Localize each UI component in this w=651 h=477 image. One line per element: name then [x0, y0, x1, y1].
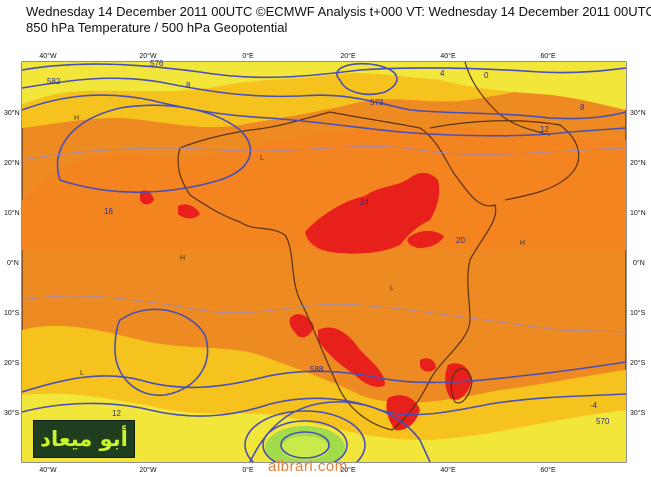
- hot-zone-sahel: [305, 172, 440, 254]
- hot-zone-horn: [407, 230, 444, 248]
- lat-label-right: 20°S: [630, 359, 646, 367]
- contour-label-570: 570: [596, 417, 610, 426]
- hot-zone-guinea: [178, 204, 200, 219]
- lat-label-right: 20°N: [630, 159, 646, 167]
- hot-zone-kalahari: [318, 327, 385, 387]
- lat-label-left: 10°S: [4, 309, 20, 317]
- contour-label-12-south: 12: [112, 409, 121, 418]
- contour-label-8: 8: [186, 81, 191, 90]
- lat-label-left: 10°N: [4, 209, 20, 217]
- contour-label-12: 12: [540, 125, 549, 134]
- logo-badge: أبو ميعاد: [33, 420, 135, 458]
- lon-label-top: 0°E: [242, 52, 254, 60]
- low-marker: L: [260, 155, 264, 162]
- pressure-markers: H L H L H L: [74, 115, 525, 377]
- low-marker: L: [390, 285, 394, 292]
- pale-band-south: [22, 393, 626, 462]
- high-marker: H: [74, 115, 79, 122]
- lat-label-right: 30°N: [630, 109, 646, 117]
- contour-labels: 576 582 4 8 12 16 20 24 573 0 570 588 -4…: [47, 59, 610, 426]
- contour-label-20: 20: [456, 236, 465, 245]
- lat-label-right: 30°S: [630, 409, 646, 417]
- lon-label-top: 20°E: [340, 52, 356, 60]
- contour-label-8-east: 8: [580, 103, 585, 112]
- contour-label-588: 588: [310, 365, 324, 374]
- contour-label-576: 576: [150, 59, 164, 68]
- lat-label-right: 0°N: [633, 259, 645, 267]
- pale-cold-pool: [281, 436, 329, 460]
- lon-label-top: 20°W: [139, 52, 157, 60]
- lon-label-top: 40°E: [440, 52, 456, 60]
- isotherms: [22, 146, 626, 333]
- longitude-labels: 40°W 20°W 0°E 20°E 40°E 60°E 40°W 20°W 0…: [39, 52, 556, 474]
- site-watermark: albrari.com: [268, 458, 348, 475]
- pale-band-north-2: [430, 62, 626, 110]
- lon-label-bottom: 40°W: [39, 466, 57, 474]
- lon-label-bottom: 20°E: [340, 466, 356, 474]
- chart-title: Wednesday 14 December 2011 00UTC ©ECMWF …: [26, 4, 651, 19]
- contour-label-24: 24: [360, 198, 369, 207]
- lat-label-right: 10°S: [630, 309, 646, 317]
- lon-label-top: 60°E: [540, 52, 556, 60]
- contour-label-16: 16: [104, 207, 113, 216]
- hot-zone-west: [140, 190, 154, 205]
- low-marker: L: [80, 370, 84, 377]
- contour-label-573: 573: [370, 98, 384, 107]
- lon-label-bottom: 0°E: [242, 466, 254, 474]
- lon-label-bottom: 40°E: [440, 466, 456, 474]
- coastlines: [177, 62, 580, 431]
- high-marker: H: [520, 240, 525, 247]
- lon-label-bottom: 60°E: [540, 466, 556, 474]
- contour-label-582: 582: [47, 77, 61, 86]
- lat-label-left: 30°S: [4, 409, 20, 417]
- chart-subtitle: 850 hPa Temperature / 500 hPa Geopotenti…: [26, 20, 288, 35]
- logo-text: أبو ميعاد: [40, 427, 128, 451]
- lon-label-top: 40°W: [39, 52, 57, 60]
- geopotential-contours: [22, 62, 626, 462]
- lat-label-left: 20°N: [4, 159, 20, 167]
- contour-label-0: 0: [484, 71, 489, 80]
- hot-zone-mozambique: [420, 358, 436, 372]
- latitude-labels: 30°N 20°N 10°N 0°N 10°S 20°S 30°S 30°N 2…: [4, 109, 646, 417]
- lon-label-bottom: 20°W: [139, 466, 157, 474]
- hot-zone-south-africa: [386, 395, 420, 431]
- contour-label-4: 4: [440, 69, 445, 78]
- high-marker: H: [180, 255, 185, 262]
- lat-label-left: 0°N: [7, 259, 19, 267]
- contour-label-minus4: -4: [590, 401, 598, 410]
- lat-label-right: 10°N: [630, 209, 646, 217]
- hot-zone-angola: [289, 314, 314, 338]
- lat-label-left: 20°S: [4, 359, 20, 367]
- warm-zone-north: [22, 127, 626, 250]
- lat-label-left: 30°N: [4, 109, 20, 117]
